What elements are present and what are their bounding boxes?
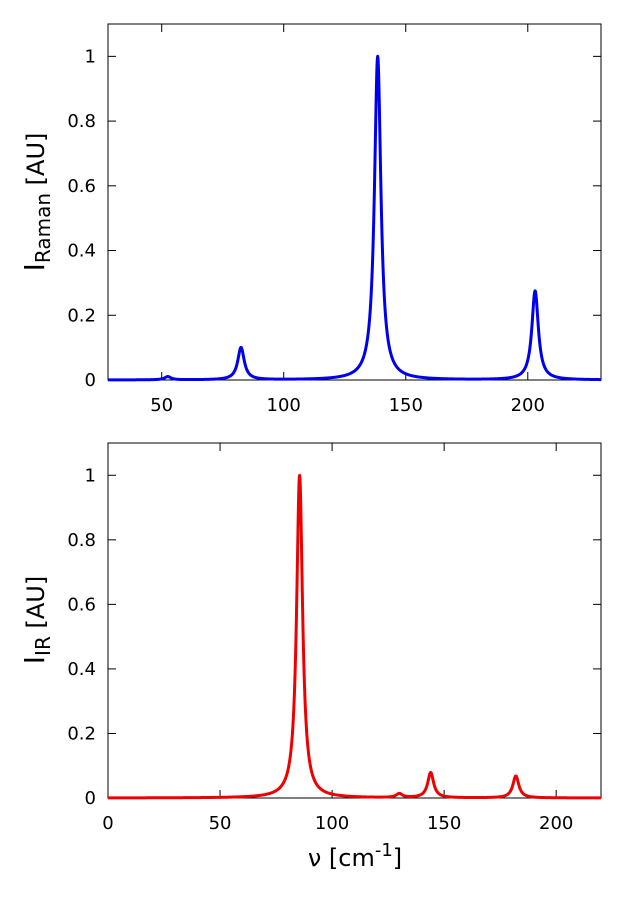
ir-xtick-labels: 0 50 100 150 200 bbox=[102, 813, 573, 834]
ir-y-tick-label: 0.4 bbox=[67, 659, 96, 680]
raman-panel: 50 100 150 200 0 0.2 0.4 0.6 0.8 1 IRaman [AU] bbox=[18, 23, 603, 416]
ir-ticks bbox=[107, 443, 601, 799]
ir-y-tick-label: 0.2 bbox=[67, 723, 96, 744]
ir-y-tick-label: 0 bbox=[85, 788, 96, 809]
ir-x-tick-label: 50 bbox=[209, 813, 232, 834]
raman-x-tick-label: 100 bbox=[267, 395, 301, 416]
raman-x-tick-label: 150 bbox=[389, 395, 423, 416]
raman-y-tick-label: 0.6 bbox=[67, 176, 96, 197]
ir-y-axis-label: IIR [AU] bbox=[18, 576, 55, 664]
ir-y-tick-label: 0.6 bbox=[67, 594, 96, 615]
raman-plot-frame bbox=[107, 23, 602, 381]
raman-ticks bbox=[108, 24, 601, 381]
ir-x-tick-label: 150 bbox=[427, 813, 461, 834]
raman-x-tick-label: 200 bbox=[511, 395, 545, 416]
ir-spectrum-line bbox=[106, 473, 603, 800]
ir-ytick-labels: 0 0.2 0.4 0.6 0.8 1 bbox=[67, 465, 96, 809]
ir-x-tick-label: 0 bbox=[102, 813, 113, 834]
ir-x-tick-label: 200 bbox=[539, 813, 573, 834]
raman-y-axis-label: IRaman [AU] bbox=[18, 133, 55, 272]
raman-y-tick-label: 0.2 bbox=[67, 305, 96, 326]
ir-plot-frame bbox=[107, 442, 602, 799]
raman-ytick-labels: 0 0.2 0.4 0.6 0.8 1 bbox=[67, 46, 96, 391]
raman-y-tick-label: 0.4 bbox=[67, 241, 96, 262]
raman-spectrum-line bbox=[106, 54, 603, 382]
raman-y-tick-label: 0 bbox=[85, 370, 96, 391]
ir-y-tick-label: 1 bbox=[85, 465, 96, 486]
raman-y-tick-label: 1 bbox=[85, 46, 96, 67]
raman-xtick-labels: 50 100 150 200 bbox=[150, 395, 545, 416]
x-axis-label: ν [cm-1] bbox=[308, 840, 402, 872]
raman-x-tick-label: 50 bbox=[150, 395, 173, 416]
raman-y-tick-label: 0.8 bbox=[67, 111, 96, 132]
ir-x-tick-label: 100 bbox=[315, 813, 349, 834]
ir-y-tick-label: 0.8 bbox=[67, 530, 96, 551]
ir-panel: 0 50 100 150 200 0 0.2 0.4 0.6 0.8 1 IIR [AU] ν [… bbox=[18, 442, 603, 872]
